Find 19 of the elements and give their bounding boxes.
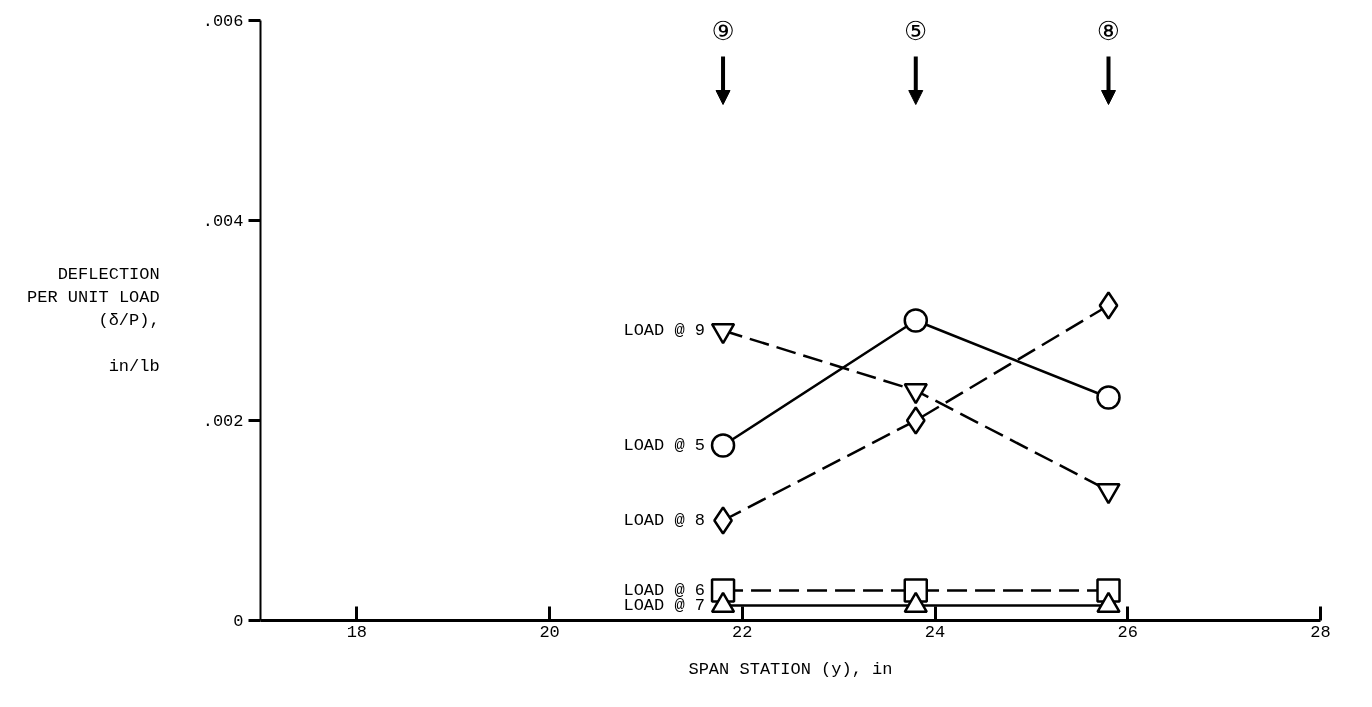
x-tick-label: 24 [924, 622, 946, 642]
annotation: ⑧ [1096, 16, 1121, 47]
text: DEFLECTION PER UNIT LOAD (δ/P), in/lb [27, 265, 160, 376]
y-tick-label: .004 [202, 212, 244, 231]
y-tick-label: .002 [202, 412, 244, 431]
x-tick-label: 22 [732, 622, 753, 642]
x-axis-title: SPAN STATION (y), in [688, 659, 893, 679]
annotation: ⑨ [711, 16, 735, 47]
series-label: LOAD @ 9 [623, 321, 706, 340]
x-tick-label: 26 [1117, 622, 1138, 642]
x-tick-label: 18 [346, 622, 368, 642]
series-label: LOAD @ 8 [623, 511, 706, 530]
y-tick-label: .006 [202, 12, 244, 31]
series-label: LOAD @ 5 [623, 436, 706, 455]
annotation: ⑤ [904, 16, 928, 47]
legend-label: LOAD @ 7 [623, 596, 706, 615]
x-tick-label: 20 [539, 622, 560, 642]
x-tick-label: 28 [1310, 622, 1331, 642]
y-tick-label: 0 [233, 612, 244, 631]
